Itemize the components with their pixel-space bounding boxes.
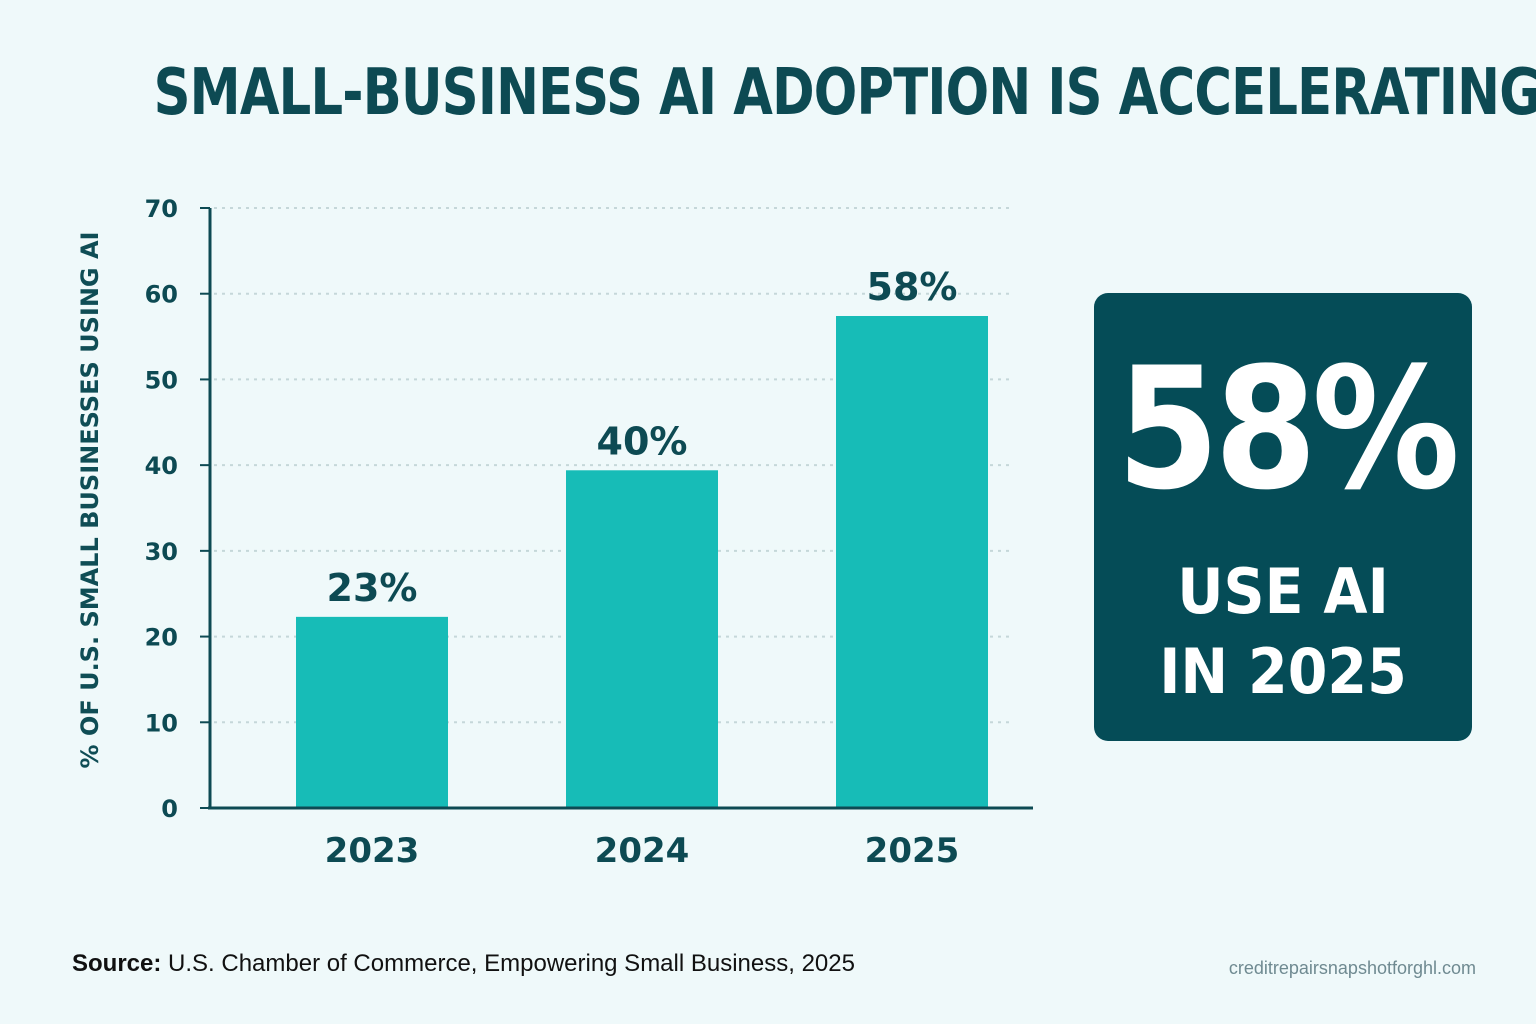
bar-2023 bbox=[296, 616, 448, 808]
source-text: U.S. Chamber of Commerce, Empowering Sma… bbox=[168, 950, 855, 977]
stat-value: 58% bbox=[1116, 331, 1460, 527]
bar-2025 bbox=[836, 316, 988, 808]
x-tick-label: 2025 bbox=[865, 831, 960, 871]
watermark: creditrepairsnapshotforghl.com bbox=[1228, 958, 1476, 978]
labels: 0 10 20 30 40 50 60 70 23% 2023 40% 2024 58% 2025 bbox=[145, 195, 960, 871]
chart-title: SMALL-BUSINESS AI ADOPTION IS ACCELERATI… bbox=[153, 56, 1536, 130]
data-label: 58% bbox=[867, 265, 958, 309]
data-label: 23% bbox=[327, 566, 418, 610]
bar-chart: 0 10 20 30 40 50 60 70 23% 2023 40% 2024 58% 2025 bbox=[145, 195, 1033, 871]
bar-2024 bbox=[566, 470, 718, 808]
highlight-stat-card: 58% USE AI IN 2025 bbox=[1094, 293, 1472, 741]
source-note: Source: U.S. Chamber of Commerce, Empowe… bbox=[72, 950, 855, 978]
stat-caption-line1: USE AI bbox=[1177, 555, 1389, 628]
y-tick-label: 70 bbox=[145, 195, 178, 223]
x-tick-label: 2023 bbox=[325, 831, 420, 871]
data-label: 40% bbox=[597, 419, 688, 463]
bars bbox=[296, 316, 988, 808]
x-tick-label: 2024 bbox=[595, 831, 690, 871]
axes bbox=[200, 207, 1033, 810]
y-tick-label: 40 bbox=[145, 452, 178, 480]
y-tick-label: 60 bbox=[145, 281, 178, 309]
y-tick-label: 10 bbox=[145, 709, 178, 737]
stat-caption-line2: IN 2025 bbox=[1159, 635, 1407, 708]
source-label: Source: bbox=[72, 950, 162, 977]
y-tick-label: 30 bbox=[145, 538, 178, 566]
y-tick-label: 0 bbox=[161, 795, 178, 823]
y-tick-label: 50 bbox=[145, 366, 178, 394]
y-axis-title: % OF U.S. SMALL BUSINESSES USING AI bbox=[76, 231, 104, 769]
y-tick-label: 20 bbox=[145, 624, 178, 652]
